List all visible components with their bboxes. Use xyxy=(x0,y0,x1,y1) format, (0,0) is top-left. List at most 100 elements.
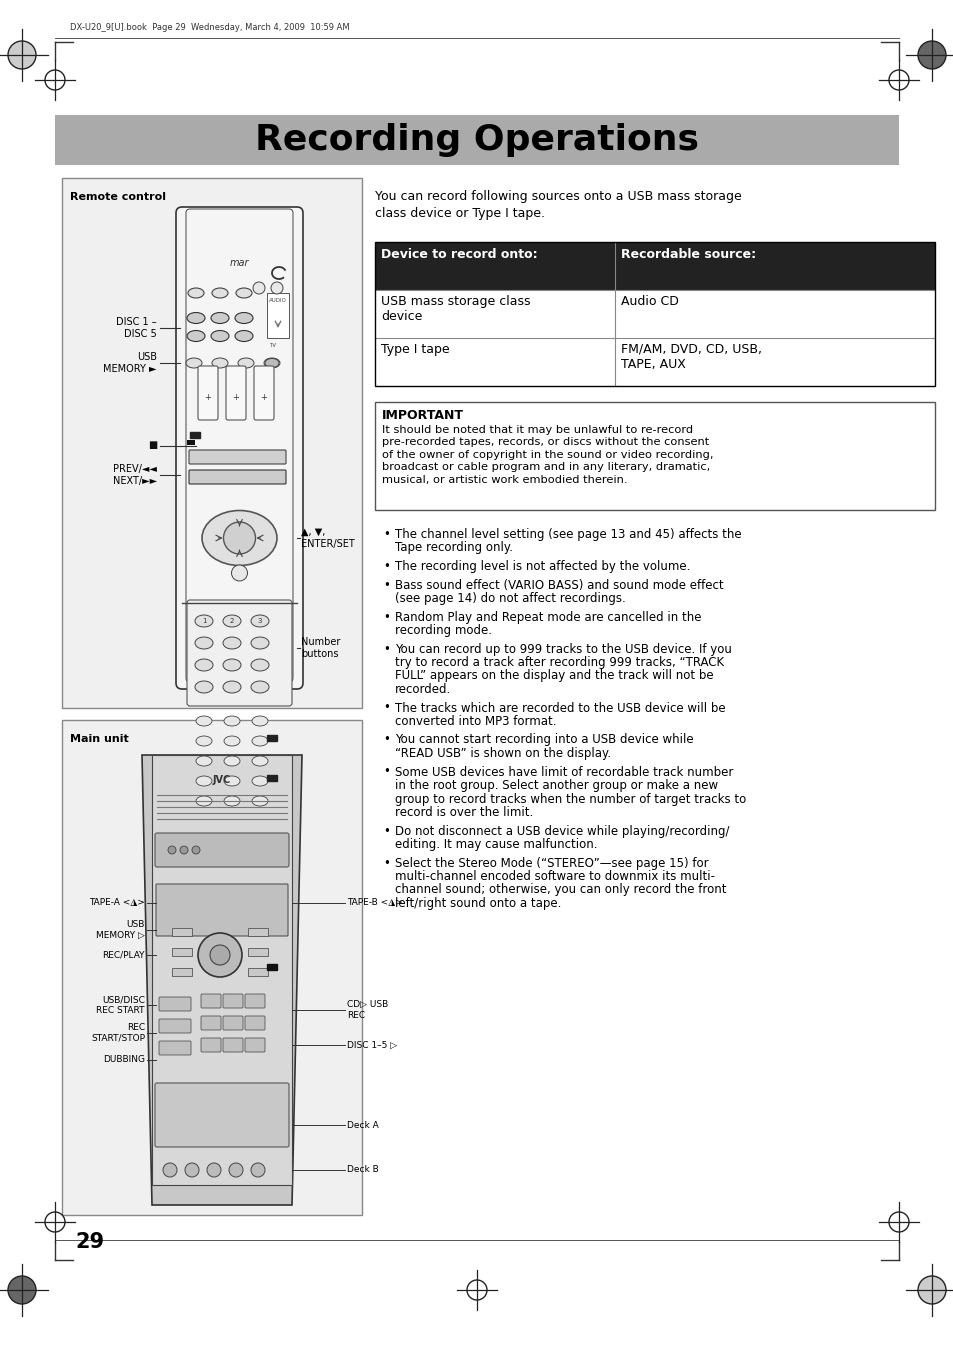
Ellipse shape xyxy=(237,358,253,369)
Text: Deck A: Deck A xyxy=(347,1120,378,1130)
Circle shape xyxy=(163,1162,177,1177)
Ellipse shape xyxy=(187,312,205,324)
Text: DX-U20_9[U].book  Page 29  Wednesday, March 4, 2009  10:59 AM: DX-U20_9[U].book Page 29 Wednesday, Marc… xyxy=(70,23,349,32)
Circle shape xyxy=(8,40,36,69)
Text: channel sound; otherwise, you can only record the front: channel sound; otherwise, you can only r… xyxy=(395,883,726,896)
FancyBboxPatch shape xyxy=(187,599,292,706)
Text: DUBBING: DUBBING xyxy=(103,1056,145,1065)
Text: Random Play and Repeat mode are cancelled in the: Random Play and Repeat mode are cancelle… xyxy=(395,610,700,624)
Text: DISC 1 –
DISC 5: DISC 1 – DISC 5 xyxy=(116,317,157,339)
Text: •: • xyxy=(382,528,390,541)
Ellipse shape xyxy=(195,776,212,786)
Circle shape xyxy=(251,1162,265,1177)
Text: CD▷ USB
REC: CD▷ USB REC xyxy=(347,1000,388,1019)
FancyBboxPatch shape xyxy=(245,994,265,1008)
Text: +: + xyxy=(233,393,239,402)
Ellipse shape xyxy=(234,331,253,342)
Text: group to record tracks when the number of target tracks to: group to record tracks when the number o… xyxy=(395,792,745,806)
FancyBboxPatch shape xyxy=(223,1038,243,1052)
Text: •: • xyxy=(382,643,390,656)
Text: TAPE-A <◮>: TAPE-A <◮> xyxy=(89,899,145,907)
FancyBboxPatch shape xyxy=(253,366,274,420)
Text: Some USB devices have limit of recordable track number: Some USB devices have limit of recordabl… xyxy=(395,765,733,779)
Text: IMPORTANT: IMPORTANT xyxy=(381,409,463,423)
Circle shape xyxy=(223,522,255,554)
Text: PREV/◄◄
NEXT/►►: PREV/◄◄ NEXT/►► xyxy=(112,464,157,486)
Bar xyxy=(55,115,898,165)
Text: Remote control: Remote control xyxy=(70,192,166,202)
Text: Main unit: Main unit xyxy=(70,734,129,744)
Text: USB mass storage class
device: USB mass storage class device xyxy=(380,296,530,323)
Text: Tape recording only.: Tape recording only. xyxy=(395,541,513,555)
Text: recorded.: recorded. xyxy=(395,683,451,697)
Text: 3: 3 xyxy=(257,618,262,624)
Text: REC
START/STOP: REC START/STOP xyxy=(91,1023,145,1042)
Text: •: • xyxy=(382,702,390,714)
Text: Recording Operations: Recording Operations xyxy=(254,123,699,157)
Bar xyxy=(62,720,361,1215)
Circle shape xyxy=(192,846,200,855)
Ellipse shape xyxy=(224,756,240,765)
Circle shape xyxy=(229,1162,243,1177)
Ellipse shape xyxy=(224,796,240,806)
Bar xyxy=(375,242,934,290)
Text: Do not disconnect a USB device while playing/recording/: Do not disconnect a USB device while pla… xyxy=(395,825,729,837)
Ellipse shape xyxy=(186,358,202,369)
Text: Type I tape: Type I tape xyxy=(380,343,449,356)
Circle shape xyxy=(917,40,945,69)
Ellipse shape xyxy=(195,756,212,765)
Ellipse shape xyxy=(194,680,213,693)
Bar xyxy=(375,290,934,338)
Ellipse shape xyxy=(202,510,276,566)
Text: Deck B: Deck B xyxy=(347,1165,378,1174)
FancyBboxPatch shape xyxy=(159,1041,191,1054)
Text: You can record following sources onto a USB mass storage
class device or Type I : You can record following sources onto a … xyxy=(375,190,741,220)
Text: •: • xyxy=(382,825,390,837)
Ellipse shape xyxy=(223,616,241,626)
Circle shape xyxy=(185,1162,199,1177)
FancyBboxPatch shape xyxy=(201,994,221,1008)
Bar xyxy=(190,432,200,437)
Text: •: • xyxy=(382,856,390,869)
FancyBboxPatch shape xyxy=(154,1083,289,1148)
Text: 2: 2 xyxy=(230,618,233,624)
Ellipse shape xyxy=(252,776,268,786)
Text: JVC: JVC xyxy=(213,775,231,784)
FancyBboxPatch shape xyxy=(201,1038,221,1052)
Text: The recording level is not affected by the volume.: The recording level is not affected by t… xyxy=(395,560,690,572)
Ellipse shape xyxy=(194,659,213,671)
Text: 1: 1 xyxy=(201,618,206,624)
Ellipse shape xyxy=(265,359,278,367)
Ellipse shape xyxy=(235,288,252,298)
Text: •: • xyxy=(382,560,390,572)
Text: The channel level setting (see page 13 and 45) affects the: The channel level setting (see page 13 a… xyxy=(395,528,740,541)
FancyBboxPatch shape xyxy=(223,994,243,1008)
Ellipse shape xyxy=(212,358,228,369)
Ellipse shape xyxy=(212,288,228,298)
Bar xyxy=(172,948,192,956)
Text: Recordable source:: Recordable source: xyxy=(620,248,756,261)
Text: AUDIO: AUDIO xyxy=(269,298,287,302)
Text: You cannot start recording into a USB device while: You cannot start recording into a USB de… xyxy=(395,733,693,747)
Ellipse shape xyxy=(251,680,269,693)
Bar xyxy=(267,734,276,741)
FancyBboxPatch shape xyxy=(159,998,191,1011)
Bar xyxy=(248,968,268,976)
FancyBboxPatch shape xyxy=(245,1038,265,1052)
Bar xyxy=(375,338,934,386)
Ellipse shape xyxy=(223,637,241,649)
Text: FULL” appears on the display and the track will not be: FULL” appears on the display and the tra… xyxy=(395,670,713,683)
Text: ▲, ▼,
ENTER/SET: ▲, ▼, ENTER/SET xyxy=(301,528,355,549)
Ellipse shape xyxy=(234,312,253,324)
Bar xyxy=(172,968,192,976)
Ellipse shape xyxy=(252,716,268,726)
Circle shape xyxy=(180,846,188,855)
Text: mar: mar xyxy=(230,258,249,269)
Text: Bass sound effect (VARIO BASS) and sound mode effect: Bass sound effect (VARIO BASS) and sound… xyxy=(395,579,723,591)
Text: USB
MEMORY ►: USB MEMORY ► xyxy=(103,352,157,374)
Text: (see page 14) do not affect recordings.: (see page 14) do not affect recordings. xyxy=(395,593,625,605)
FancyBboxPatch shape xyxy=(223,1017,243,1030)
Text: Device to record onto:: Device to record onto: xyxy=(380,248,537,261)
Circle shape xyxy=(207,1162,221,1177)
FancyBboxPatch shape xyxy=(156,884,288,936)
